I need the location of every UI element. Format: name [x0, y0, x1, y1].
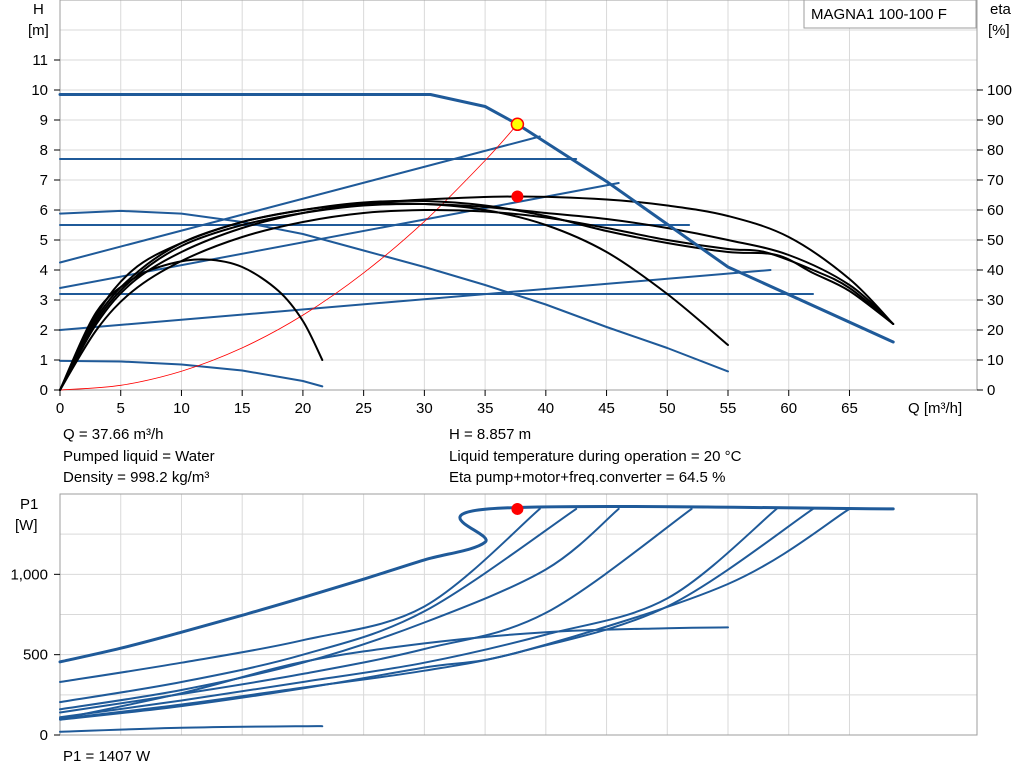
- head-series-layer: [58, 93, 895, 391]
- y2-axis-label-eta-unit: [%]: [988, 22, 1010, 39]
- y-tick-label: 8: [40, 142, 48, 159]
- y-axis-label-h-unit: [m]: [28, 22, 49, 39]
- x-tick-label: 55: [720, 400, 737, 417]
- p1-p1-line: [59, 507, 778, 719]
- efficiency-duty-point: [511, 190, 524, 203]
- y-tick-label: 2: [40, 322, 48, 339]
- eta-line: [59, 202, 895, 391]
- x-axis-label-q: Q [m³/h]: [908, 400, 962, 417]
- p1-tick-label: 1,000: [10, 566, 48, 583]
- eta-line: [59, 202, 729, 391]
- y-axis-label-h: H: [33, 1, 44, 18]
- info-flow: Q = 37.66 m³/h: [63, 426, 163, 443]
- min_curve-p1-line: [59, 725, 324, 733]
- x-tick-label: 15: [234, 400, 251, 417]
- p1-p1-line: [59, 507, 814, 720]
- p1-tick-label: 0: [40, 727, 48, 744]
- head-plot-frame: [59, 0, 978, 391]
- min_curve-line: [59, 209, 729, 373]
- y-tick-label: 9: [40, 112, 48, 129]
- y2-tick-label: 0: [987, 382, 995, 399]
- power-axis-ticks: 0 500 1,000: [10, 566, 60, 744]
- y-tick-label: 3: [40, 292, 48, 309]
- y2-tick-label: 80: [987, 142, 1004, 159]
- min_curve-line: [59, 359, 324, 388]
- x-tick-label: 35: [477, 400, 494, 417]
- y2-tick-label: 50: [987, 232, 1004, 249]
- head-duty-point: [510, 117, 525, 132]
- x-tick-label: 50: [659, 400, 676, 417]
- x-tick-label: 45: [598, 400, 615, 417]
- power-series-layer: [58, 502, 895, 733]
- x-tick-label: 65: [841, 400, 858, 417]
- x-tick-label: 40: [537, 400, 554, 417]
- y2-tick-label: 20: [987, 322, 1004, 339]
- y2-tick-label: 90: [987, 112, 1004, 129]
- info-density: Density = 998.2 kg/m³: [63, 469, 209, 486]
- p1-p1-line: [59, 507, 620, 711]
- x-tick-label: 60: [780, 400, 797, 417]
- y-tick-label: 4: [40, 262, 48, 279]
- y2-tick-label: 10: [987, 352, 1004, 369]
- x-tick-label: 30: [416, 400, 433, 417]
- info-efficiency: Eta pump+motor+freq.converter = 64.5 %: [449, 469, 725, 486]
- y-tick-label: 6: [40, 202, 48, 219]
- y2-tick-label: 40: [987, 262, 1004, 279]
- pump-title-box: [803, 0, 977, 29]
- y-tick-label: 5: [40, 232, 48, 249]
- head-grid: [59, 0, 977, 391]
- y-tick-label: 11: [32, 52, 48, 69]
- eta-line: [59, 258, 324, 391]
- info-liquid: Pumped liquid = Water: [63, 448, 215, 465]
- x-tick-label: 25: [355, 400, 372, 417]
- p1-p1-line: [59, 507, 693, 714]
- info-temperature: Liquid temperature during operation = 20…: [449, 448, 742, 465]
- prop_curve-line: [59, 135, 541, 264]
- max_curve-line: [58, 93, 895, 344]
- x-tick-label: 5: [117, 400, 125, 417]
- min_curve-p1-line: [59, 626, 729, 720]
- power-duty-point: [511, 502, 524, 515]
- y2-tick-label: 30: [987, 292, 1004, 309]
- info-head: H = 8.857 m: [449, 426, 531, 443]
- prop_curve-line: [59, 269, 772, 331]
- head-axis-ticks: 0 5 10 15 20 25 30 35 40 45 50 55 60 6501234567891011…: [31, 52, 1012, 417]
- eta-line: [59, 199, 895, 391]
- load-line: [59, 123, 518, 391]
- max_curve-p1-line: [58, 504, 895, 664]
- y-tick-label: 1: [40, 352, 48, 369]
- y2-axis-label-eta: eta: [990, 1, 1012, 18]
- y-axis-label-p1: P1: [20, 496, 38, 513]
- x-tick-label: 0: [56, 400, 64, 417]
- x-tick-label: 20: [295, 400, 312, 417]
- x-tick-label: 10: [173, 400, 190, 417]
- y-tick-label: 0: [40, 382, 48, 399]
- prop_curve-line: [59, 182, 620, 289]
- y-tick-label: 10: [31, 82, 48, 99]
- y2-tick-label: 70: [987, 172, 1004, 189]
- pump-title: MAGNA1 100-100 F: [811, 6, 947, 23]
- p1-p1-line: [59, 507, 541, 683]
- p1-p1-line: [59, 507, 851, 721]
- y-tick-label: 7: [40, 172, 48, 189]
- power-plot-frame: [59, 493, 978, 736]
- p1-p1-line: [59, 507, 578, 704]
- y2-tick-label: 100: [987, 82, 1012, 99]
- info-power: P1 = 1407 W: [63, 748, 151, 765]
- y2-tick-label: 60: [987, 202, 1004, 219]
- p1-tick-label: 500: [23, 647, 48, 664]
- y-axis-label-p1-unit: [W]: [15, 517, 38, 534]
